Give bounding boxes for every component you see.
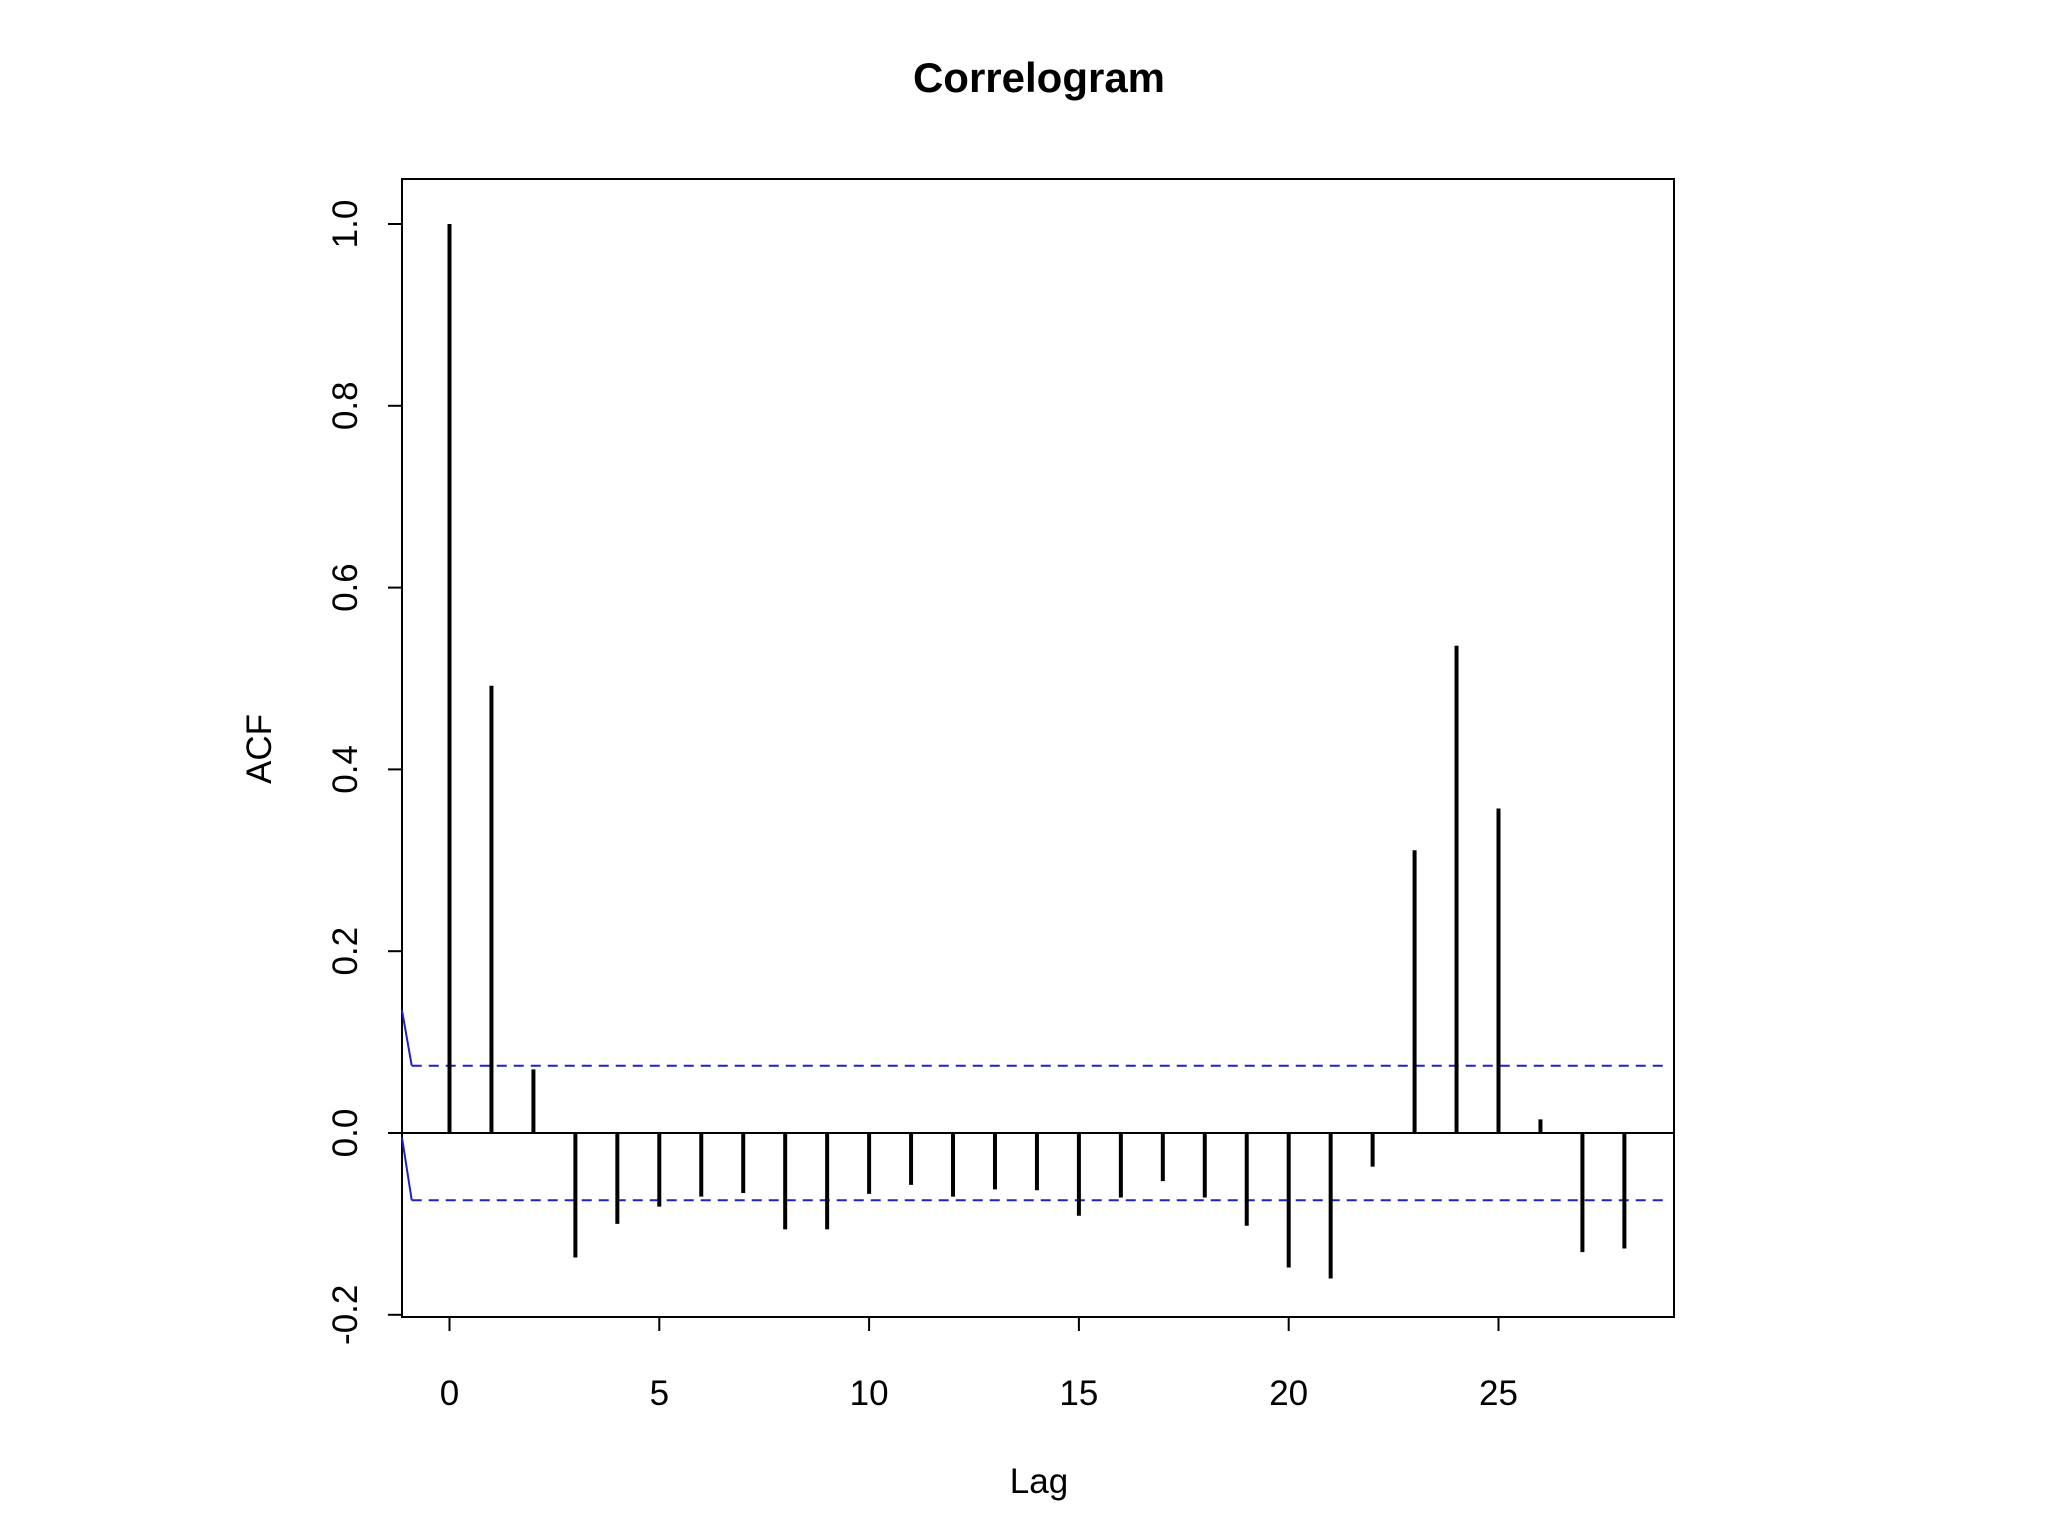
x-tick-label: 0 — [440, 1374, 459, 1413]
x-axis-label: Lag — [1010, 1462, 1068, 1501]
x-axis: 0 5 10 15 20 25 — [440, 1316, 1518, 1413]
y-tick-label: 1.0 — [326, 200, 365, 249]
x-tick-label: 5 — [650, 1374, 669, 1413]
x-tick-label: 10 — [850, 1374, 889, 1413]
y-axis: -0.2 0.0 0.2 0.4 0.6 0.8 1.0 — [326, 200, 403, 1345]
y-tick-label: 0.6 — [326, 563, 365, 612]
x-tick-label: 15 — [1059, 1374, 1098, 1413]
confidence-bounds — [401, 1010, 1665, 1202]
chart-title: Correlogram — [913, 54, 1165, 101]
lower-confidence-start — [401, 1137, 413, 1201]
y-tick-label: 0.8 — [326, 381, 365, 430]
acf-bars — [447, 224, 1627, 1279]
y-tick-label: 0.2 — [326, 927, 365, 976]
x-tick-label: 25 — [1479, 1374, 1518, 1413]
upper-confidence-start — [401, 1010, 413, 1066]
y-tick-label: 0.4 — [326, 745, 365, 794]
y-tick-label: 0.0 — [326, 1109, 365, 1158]
y-axis-label: ACF — [240, 714, 279, 784]
x-tick-label: 20 — [1269, 1374, 1308, 1413]
y-tick-label: -0.2 — [326, 1285, 365, 1345]
